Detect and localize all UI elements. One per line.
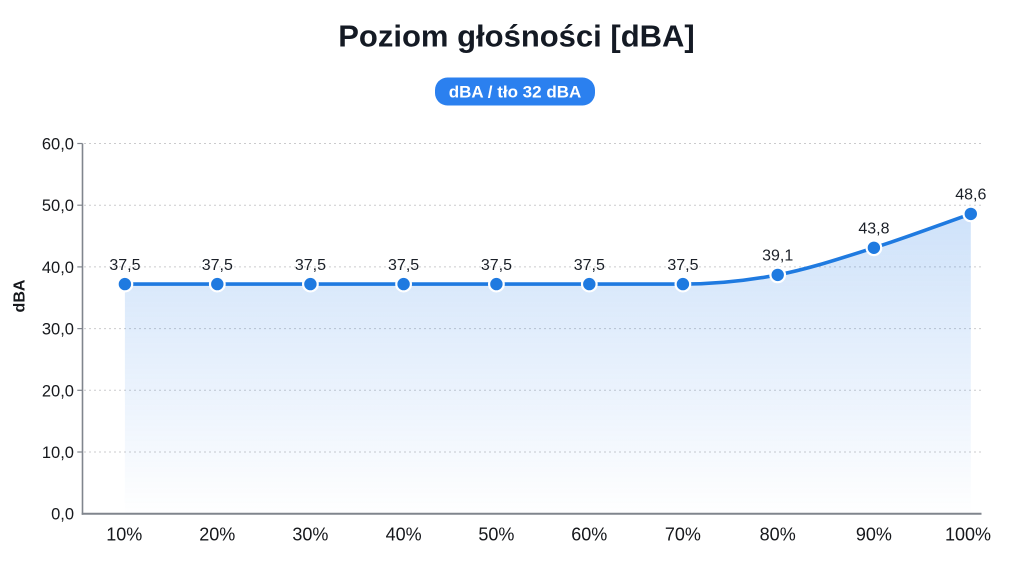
svg-text:37,5: 37,5 [295,257,326,274]
svg-text:30,0: 30,0 [42,321,74,339]
svg-text:90%: 90% [856,525,892,545]
svg-text:80%: 80% [760,525,796,545]
svg-text:100%: 100% [945,525,991,545]
svg-text:37,5: 37,5 [574,257,605,274]
svg-text:0,0: 0,0 [51,506,74,524]
svg-text:70%: 70% [665,525,701,545]
svg-text:dBA: dBA [12,279,29,312]
svg-text:48,6: 48,6 [955,187,986,204]
svg-text:50,0: 50,0 [42,197,74,215]
svg-text:30%: 30% [292,525,328,545]
svg-text:37,5: 37,5 [202,257,233,274]
svg-text:40%: 40% [386,525,422,545]
svg-text:43,8: 43,8 [858,221,889,238]
svg-text:37,5: 37,5 [388,257,419,274]
svg-text:20,0: 20,0 [42,382,74,400]
svg-text:60%: 60% [571,525,607,545]
svg-text:Poziom głośności [dBA]: Poziom głośności [dBA] [338,19,695,54]
svg-text:10,0: 10,0 [42,444,74,462]
svg-text:dBA / tło 32 dBA: dBA / tło 32 dBA [449,83,582,102]
svg-text:37,5: 37,5 [481,257,512,274]
svg-text:39,1: 39,1 [762,248,793,265]
svg-text:37,5: 37,5 [109,257,140,274]
svg-text:10%: 10% [106,525,142,545]
svg-text:60,0: 60,0 [42,136,74,154]
svg-text:20%: 20% [199,525,235,545]
svg-text:37,5: 37,5 [667,257,698,274]
svg-text:50%: 50% [478,525,514,545]
svg-text:40,0: 40,0 [42,259,74,277]
